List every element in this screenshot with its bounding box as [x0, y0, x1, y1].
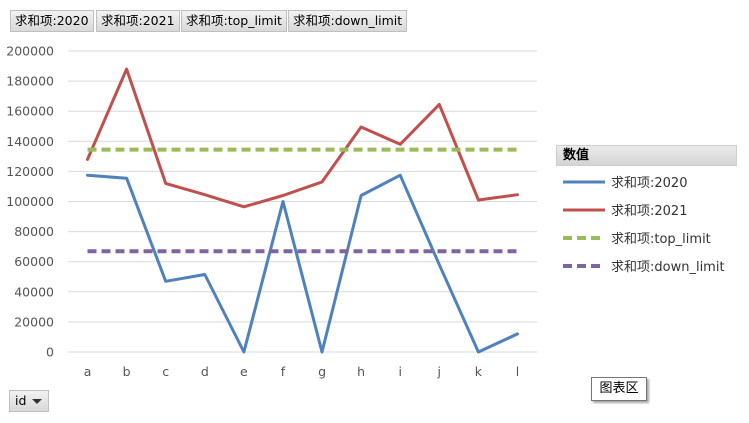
series-line-0 [86, 173, 519, 354]
row-field-id-dropdown[interactable]: id [9, 390, 49, 412]
chevron-down-icon [32, 399, 42, 404]
gridlines [68, 50, 537, 353]
field-button-down-limit[interactable]: 求和项:down_limit [288, 10, 408, 32]
y-tick-label: 180000 [6, 74, 54, 89]
x-axis-ticks: a b c d e f g h i j k l [84, 364, 519, 379]
series-line-1 [86, 67, 519, 209]
field-button-top-limit[interactable]: 求和项:top_limit [181, 10, 287, 32]
x-tick-label: a [84, 364, 92, 379]
y-tick-label: 200000 [6, 44, 54, 59]
x-tick-label: f [281, 364, 286, 379]
field-button-2020[interactable]: 求和项:2020 [10, 10, 94, 32]
x-tick-label: d [201, 364, 209, 379]
chart-area-tooltip: 图表区 [591, 377, 647, 401]
legend-label: 求和项:2020 [611, 176, 687, 191]
x-tick-label: i [398, 364, 401, 379]
x-tick-label: k [475, 364, 483, 379]
legend-label: 求和项:down_limit [611, 260, 725, 275]
legend-label: 求和项:top_limit [611, 232, 711, 247]
x-tick-label: g [318, 364, 326, 379]
x-tick-label: e [240, 364, 248, 379]
x-tick-label: h [357, 364, 365, 379]
y-tick-label: 100000 [6, 194, 54, 209]
y-tick-label: 60000 [14, 254, 54, 269]
y-tick-label: 80000 [14, 224, 54, 239]
x-tick-label: c [162, 364, 169, 379]
y-tick-label: 40000 [14, 284, 54, 299]
x-tick-label: b [123, 364, 131, 379]
x-tick-label: j [437, 364, 441, 379]
x-tick-label: l [516, 364, 519, 379]
legend-title: 数值 [556, 145, 737, 166]
legend-items: 求和项:2020 求和项:2021 求和项:top_limit 求和项:down_li… [563, 176, 725, 275]
y-tick-label: 20000 [14, 314, 54, 329]
y-axis-ticks: 0 20000 40000 60000 80000 100000 120000 140000 1… [6, 44, 54, 360]
field-button-2021[interactable]: 求和项:2021 [96, 10, 180, 32]
y-tick-label: 120000 [6, 164, 54, 179]
series-lines [86, 67, 519, 354]
legend-label: 求和项:2021 [611, 204, 687, 219]
y-tick-label: 0 [46, 345, 54, 360]
row-field-label: id [15, 393, 27, 408]
y-tick-label: 160000 [6, 104, 54, 119]
y-tick-label: 140000 [6, 134, 54, 149]
